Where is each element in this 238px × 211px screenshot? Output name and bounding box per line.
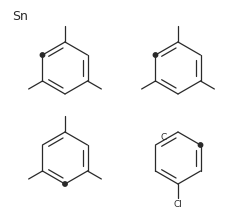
Text: Cl: Cl xyxy=(174,200,183,209)
Text: Sn: Sn xyxy=(12,10,28,23)
Circle shape xyxy=(198,143,203,147)
Circle shape xyxy=(63,182,67,186)
Circle shape xyxy=(153,53,158,57)
Circle shape xyxy=(40,53,45,57)
Text: C: C xyxy=(160,133,167,142)
